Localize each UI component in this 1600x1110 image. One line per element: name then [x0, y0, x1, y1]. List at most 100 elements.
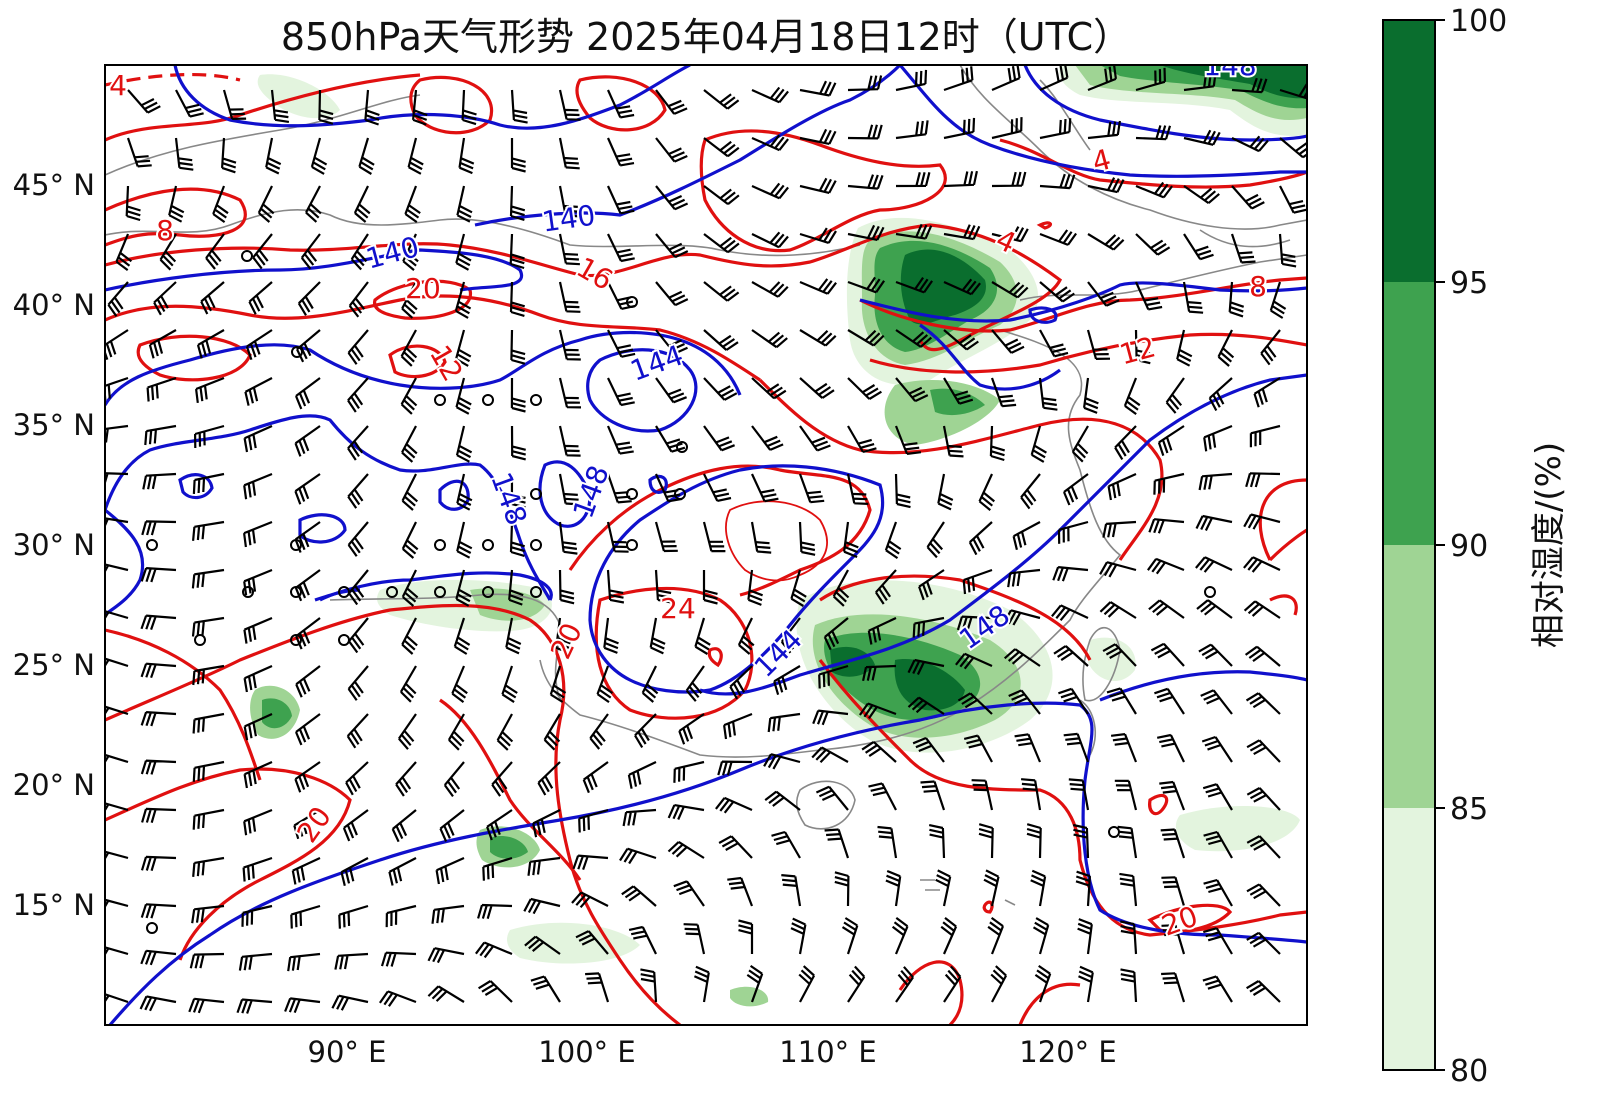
wind-barb: [294, 377, 321, 410]
wind-barb: [989, 425, 1006, 462]
wind-barb: [501, 665, 518, 704]
wind-barb: [105, 898, 129, 909]
wind-barb: [236, 998, 273, 1014]
wind-barb: [105, 424, 129, 443]
wind-barb: [537, 761, 561, 796]
wind-barb: [895, 172, 931, 188]
wind-barb: [703, 425, 736, 452]
wind-barb: [397, 713, 417, 750]
wind-barb: [847, 377, 882, 400]
wind-barb: [678, 713, 705, 745]
wind-barb: [1052, 566, 1089, 582]
wind-barb: [673, 760, 705, 783]
wind-barb: [685, 665, 705, 702]
wind-barb: [294, 569, 321, 602]
wind-barb: [1063, 732, 1090, 763]
wind-barb: [127, 89, 161, 114]
wind-barb: [192, 520, 225, 541]
wind-barb: [388, 857, 417, 886]
wind-barb: [1195, 556, 1233, 573]
wind-barb: [295, 665, 321, 698]
wind-barb: [655, 329, 688, 355]
wind-barb: [192, 808, 225, 830]
wind-barb: [943, 170, 978, 188]
wind-barb: [196, 329, 225, 359]
calm-wind-marker: [146, 922, 158, 934]
wind-barb: [105, 850, 129, 861]
wind-barb: [606, 185, 635, 215]
wind-barb: [1203, 878, 1233, 907]
wind-barb: [702, 570, 718, 605]
wind-barb: [347, 425, 369, 461]
calm-wind-marker: [194, 634, 206, 646]
wind-barb: [510, 329, 526, 365]
wind-barb: [894, 425, 922, 455]
wind-barb: [693, 965, 710, 1003]
wind-barb: [310, 137, 328, 175]
wind-barb: [606, 473, 632, 504]
wind-barb: [287, 952, 321, 972]
wind-barb: [773, 665, 801, 696]
lat-tick-label: 15° N: [13, 888, 95, 922]
wind-barb: [455, 377, 472, 415]
wind-barb: [294, 521, 321, 553]
wind-barb: [655, 425, 686, 453]
wind-barb: [400, 377, 418, 415]
wind-barb: [799, 80, 837, 97]
wind-barb: [943, 278, 981, 296]
wind-barb: [971, 779, 994, 811]
wind-barb: [649, 617, 666, 655]
wind-barb: [491, 761, 513, 797]
wind-barb: [703, 185, 740, 205]
wind-barb: [527, 856, 561, 876]
wind-barb: [673, 880, 705, 907]
wind-barb: [607, 329, 636, 358]
wind-barb: [991, 171, 1027, 188]
wind-barb: [943, 377, 974, 405]
wind-barb: [192, 712, 225, 734]
wind-barb: [703, 233, 740, 254]
lon-tick-label: 110° E: [779, 1035, 876, 1069]
wind-barb: [799, 177, 837, 194]
wind-barb: [427, 985, 465, 1003]
wind-barb: [1244, 645, 1281, 667]
wind-barb: [780, 617, 801, 654]
wind-barb: [694, 617, 711, 655]
wind-barb: [781, 874, 802, 907]
wind-barb: [509, 281, 526, 317]
wind-barb: [558, 233, 580, 266]
wind-barb: [703, 89, 740, 110]
wind-barb: [105, 563, 129, 574]
calm-wind-marker: [482, 394, 494, 406]
wind-barb: [243, 712, 273, 741]
wind-barb: [877, 825, 898, 859]
wind-barb: [1123, 377, 1141, 415]
wind-barb: [746, 964, 764, 1003]
wind-barb: [496, 713, 514, 751]
colorbar-band-95-100: [1383, 20, 1435, 282]
wind-barb: [1148, 518, 1185, 534]
wind-barb: [918, 569, 945, 601]
lat-tick-label: 45° N: [13, 168, 95, 202]
wind-barb: [1198, 643, 1233, 667]
wind-barb: [1183, 185, 1220, 205]
wind-barb: [771, 830, 801, 859]
colorbar-tick-label: 85: [1450, 792, 1488, 827]
wind-barb: [895, 966, 915, 1003]
wind-barb: [655, 89, 688, 115]
wind-barb: [622, 808, 657, 827]
wind-barb: [891, 917, 909, 955]
wind-barb: [1260, 329, 1281, 366]
wind-barb: [1176, 329, 1193, 367]
wind-barb: [750, 521, 772, 554]
wind-barb: [510, 138, 526, 173]
wind-barb: [558, 521, 578, 555]
wind-barb: [1157, 425, 1185, 456]
calm-wind-marker: [530, 539, 542, 551]
wind-barb: [532, 809, 561, 838]
wind-barb: [1278, 233, 1297, 268]
wind-barb: [243, 664, 273, 693]
wind-barb: [926, 521, 945, 559]
wind-barb: [174, 137, 194, 171]
plot-area: [105, 65, 1307, 1025]
